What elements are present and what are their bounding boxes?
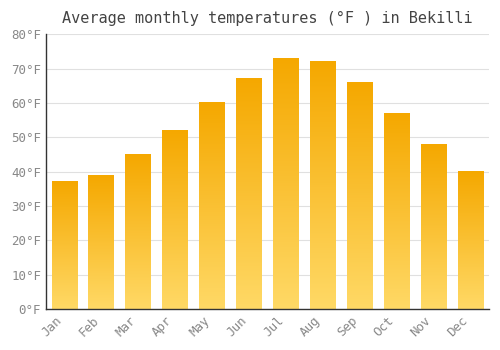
Title: Average monthly temperatures (°F ) in Bekilli: Average monthly temperatures (°F ) in Be… <box>62 11 472 26</box>
